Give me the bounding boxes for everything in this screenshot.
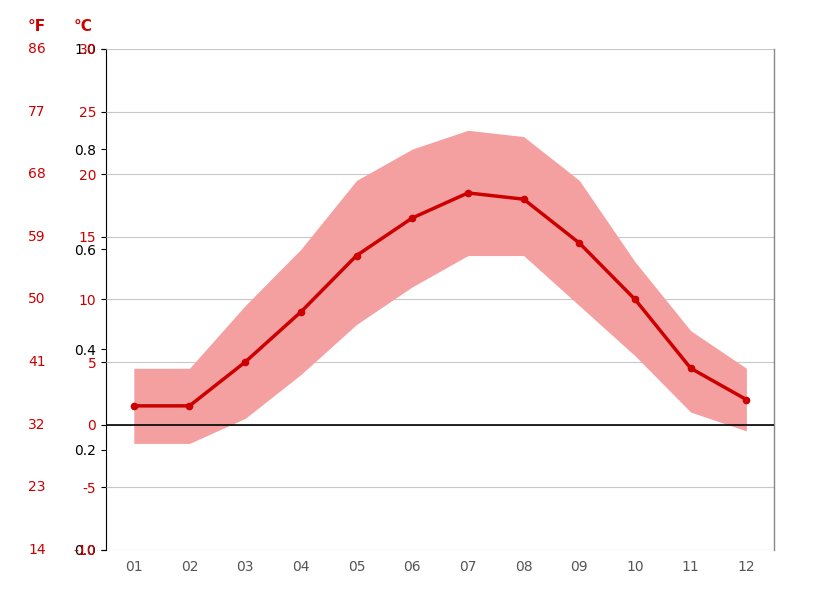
Text: 14: 14	[29, 543, 46, 557]
Text: 41: 41	[29, 355, 46, 369]
Text: 50: 50	[29, 293, 46, 306]
Text: 86: 86	[28, 42, 46, 56]
Text: 59: 59	[29, 230, 46, 244]
Text: 23: 23	[29, 480, 46, 494]
Text: 77: 77	[29, 104, 46, 119]
Text: °F: °F	[28, 19, 46, 34]
Text: 68: 68	[28, 167, 46, 181]
Text: °C: °C	[73, 19, 93, 34]
Text: 32: 32	[29, 418, 46, 431]
